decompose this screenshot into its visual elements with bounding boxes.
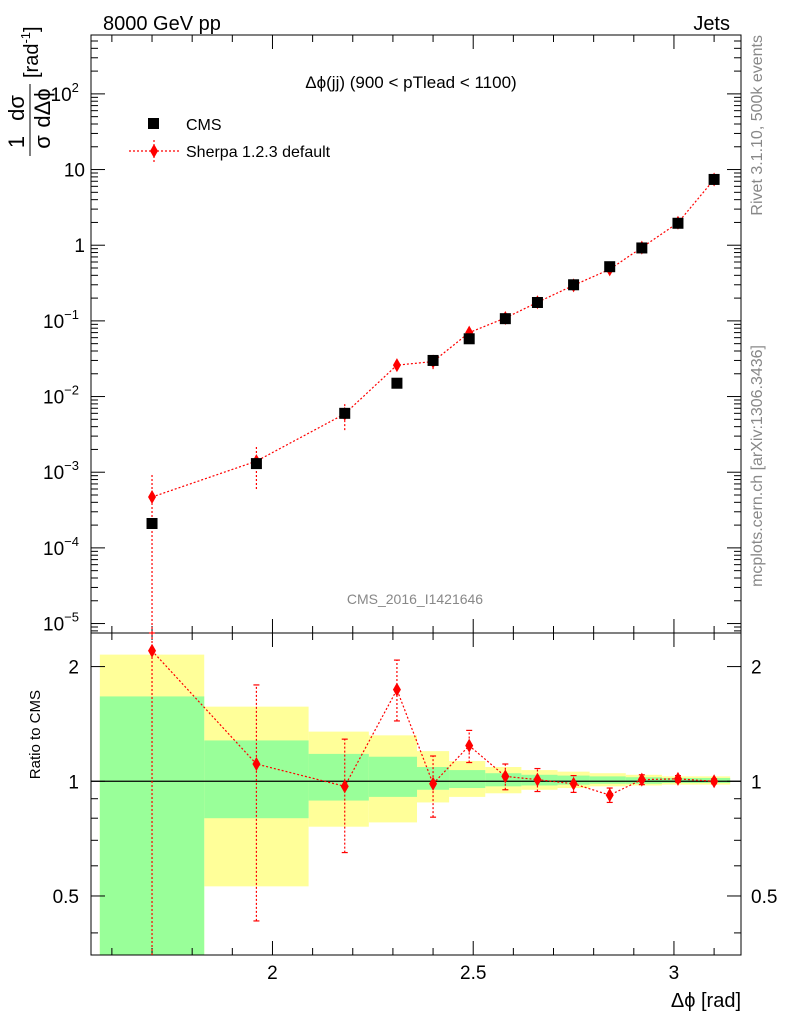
stat-band xyxy=(368,756,418,797)
sherpa-point xyxy=(392,358,401,373)
cms-series xyxy=(146,173,720,529)
ytick-label-exp: −4 xyxy=(64,534,79,549)
stat-band xyxy=(589,776,626,784)
ratio-ytick-label-right: 2 xyxy=(751,658,762,679)
stat-band xyxy=(308,753,369,801)
cms-point xyxy=(568,279,580,291)
ratio-point xyxy=(533,772,542,787)
cms-point xyxy=(672,217,684,229)
ytick-label: 1 xyxy=(74,236,85,257)
bottom-yticks xyxy=(91,666,741,934)
mcplots-info: mcplots.cern.ch [arXiv:1306.3436] xyxy=(749,345,766,587)
ytick-label: 10−2 xyxy=(43,383,79,409)
ytick-label-exp: −2 xyxy=(64,383,79,398)
ratio-ytick-label-right: 0.5 xyxy=(751,887,777,908)
ratio-point xyxy=(501,769,510,784)
cms-point xyxy=(427,354,439,366)
cms-point xyxy=(708,173,720,185)
xticks xyxy=(111,35,715,955)
ratio-ylabel: Ratio to CMS xyxy=(27,690,44,779)
ratio-ytick-label: 2 xyxy=(68,658,79,679)
ytick-label: 10−1 xyxy=(43,307,79,333)
ytick-label-base: 10 xyxy=(43,388,64,409)
cms-point xyxy=(499,313,511,325)
ytick-label-exp: −1 xyxy=(64,307,79,322)
ytick-label-exp: −5 xyxy=(64,610,79,625)
stat-band xyxy=(449,770,486,789)
cms-point xyxy=(636,242,648,254)
ytick-label-base: 10 xyxy=(43,463,64,484)
ytick-label: 10 xyxy=(64,161,85,182)
analysis-watermark: CMS_2016_I1421646 xyxy=(347,591,483,607)
ylabel-dphi: dΔϕ xyxy=(30,88,55,127)
cms-point xyxy=(531,296,543,308)
legend-sherpa-label: Sherpa 1.2.3 default xyxy=(186,144,331,161)
ylabel-one: 1 xyxy=(4,136,29,148)
main-title: Δϕ(jj) (900 < pTlead < 1100) xyxy=(305,73,516,92)
cms-point xyxy=(339,407,351,419)
rivet-info: Rivet 3.1.10, 500k events xyxy=(749,35,766,216)
ratio-ytick-label: 0.5 xyxy=(53,887,79,908)
ratio-point xyxy=(637,772,646,787)
ratio-point xyxy=(148,643,157,658)
legend-cms-marker xyxy=(148,118,159,129)
cms-point xyxy=(463,333,475,345)
ytick-label-base: 10 xyxy=(43,539,64,560)
xlabel: Δϕ [rad] xyxy=(671,990,741,1012)
bottom-frame xyxy=(90,632,742,956)
sherpa-point xyxy=(148,490,157,505)
ytick-label-base: 10 xyxy=(43,615,64,636)
ytick-label: 10−4 xyxy=(43,534,79,560)
ratio-point xyxy=(340,779,349,794)
xtick-label: 2.5 xyxy=(460,963,486,984)
ratio-point xyxy=(605,788,614,803)
legend-cms-label: CMS xyxy=(186,117,222,134)
ylabel-unit-exp: -1 xyxy=(18,32,33,44)
ratio-point xyxy=(710,774,719,789)
ytick-label-base: 10 xyxy=(43,312,64,333)
process-label: Jets xyxy=(693,13,730,35)
energy-label: 8000 GeV pp xyxy=(103,13,221,35)
ytick-label-exp: −3 xyxy=(64,458,79,473)
legend: CMS Sherpa 1.2.3 default xyxy=(129,117,331,162)
ytick-label: 102 xyxy=(51,80,79,106)
main-ylabel: 1 dσ σ dΔϕ [rad-1] xyxy=(4,26,55,156)
ylabel-dsigma: dσ xyxy=(4,95,29,121)
ratio-point xyxy=(392,682,401,697)
cms-point xyxy=(146,517,158,529)
ratio-ytick-label: 1 xyxy=(68,772,79,793)
ytick-label: 10−5 xyxy=(43,610,79,636)
ratio-bands xyxy=(99,654,731,955)
sherpa-series xyxy=(148,172,719,633)
ratio-point xyxy=(465,738,474,753)
ratio-point xyxy=(569,776,578,791)
ratio-ytick-label-right: 1 xyxy=(751,772,762,793)
cms-point xyxy=(250,458,262,470)
ytick-label: 10−3 xyxy=(43,458,79,484)
ylabel-unit-close: ] xyxy=(21,26,43,32)
ylabel-sigma: σ xyxy=(30,135,55,149)
sherpa-line xyxy=(151,179,715,498)
ytick-label-base: 10 xyxy=(51,85,72,106)
ytick-label-exp: 2 xyxy=(72,80,79,95)
cms-point xyxy=(391,377,403,389)
top-yticks xyxy=(91,34,741,632)
ylabel-unit: [rad-1] xyxy=(18,26,43,78)
cms-point xyxy=(604,261,616,273)
ylabel-unit-text: [rad xyxy=(21,44,43,78)
xtick-label: 2 xyxy=(267,963,278,984)
xtick-label: 3 xyxy=(669,963,680,984)
ratio-point xyxy=(429,776,438,791)
legend-sherpa-marker xyxy=(150,144,158,158)
ratio-point xyxy=(252,757,261,772)
ratio-point xyxy=(673,771,682,786)
ratio-series xyxy=(148,632,719,955)
